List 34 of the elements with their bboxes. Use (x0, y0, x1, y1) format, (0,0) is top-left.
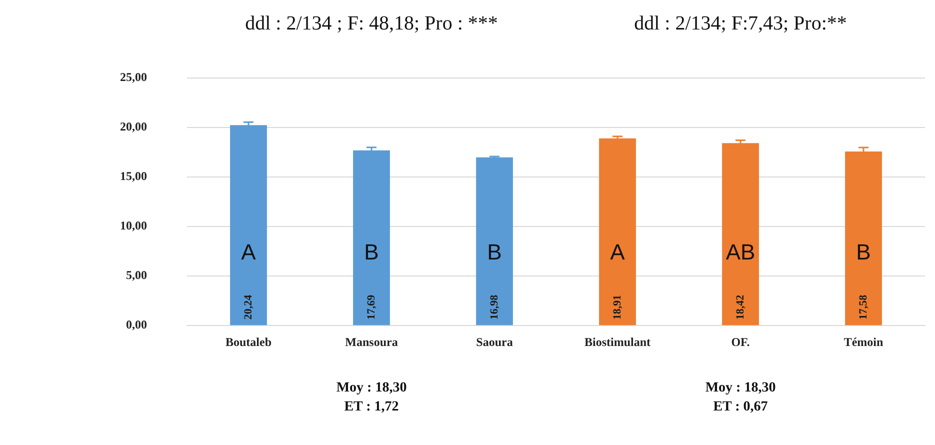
data-label: 16,98 (488, 294, 500, 320)
bar (476, 157, 513, 326)
annotation: A (241, 240, 256, 265)
y-tick-label: 5,00 (126, 268, 147, 282)
data-label: 17,69 (365, 294, 378, 320)
text: Moy : 18,30 ET : 1,72 (336, 380, 407, 415)
annotation: B (487, 240, 502, 265)
x-tick-label: OF. (731, 334, 750, 349)
x-tick-label: Saoura (476, 334, 513, 349)
text: ddl : 2/134 ; F: 48,18; Pro : *** (245, 12, 498, 34)
data-label: 17,58 (857, 294, 870, 320)
annotation: AB (726, 240, 756, 265)
data-label: 18,42 (734, 294, 746, 320)
bar (722, 143, 759, 326)
x-tick-label: Mansoura (345, 334, 398, 349)
annotation: B (856, 240, 871, 265)
y-tick-label: 0,00 (126, 318, 147, 332)
y-tick-label: 25,00 (120, 70, 147, 84)
bar (845, 151, 882, 326)
annotation: B (364, 240, 379, 265)
y-tick-label: 15,00 (120, 169, 147, 184)
x-tick-label: Biostimulant (584, 334, 651, 349)
y-tick-label: 10,00 (120, 218, 147, 233)
text: ddl : 2/134; F:7,43; Pro:** (634, 12, 847, 34)
data-label: 18,91 (611, 294, 624, 320)
y-tick-label: 20,00 (120, 120, 147, 134)
bar (353, 150, 390, 326)
text: Moy : 18,30 ET : 0,67 (705, 380, 776, 415)
data-label: 20,24 (242, 294, 254, 320)
bar (599, 138, 636, 326)
x-tick-label: Boutaleb (225, 334, 272, 349)
x-tick-label: Témoin (844, 334, 884, 349)
annotation: A (610, 240, 626, 265)
bar (230, 125, 267, 326)
